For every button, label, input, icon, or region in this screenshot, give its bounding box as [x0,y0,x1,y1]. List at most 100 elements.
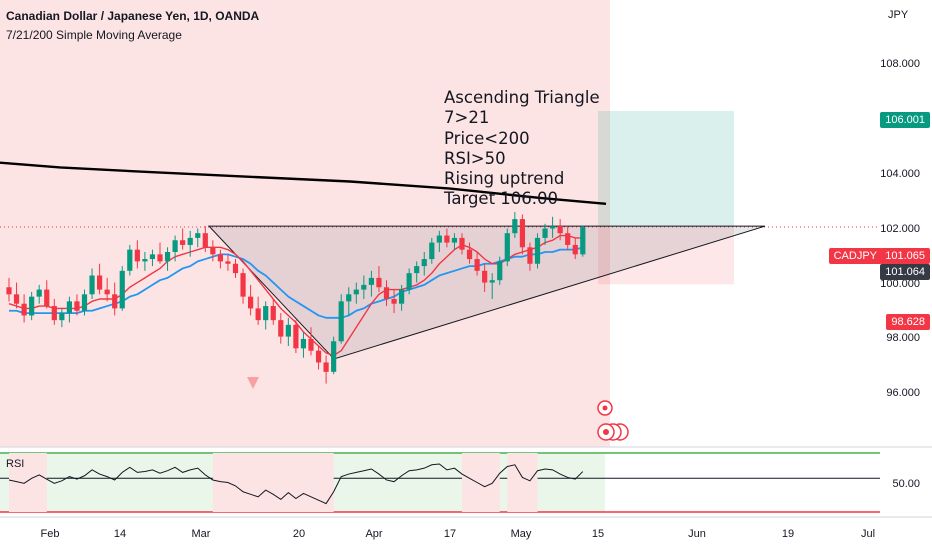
candle-body [51,306,57,321]
candle-body [225,261,231,264]
sma200-line [0,161,607,206]
last-price-label: 101.065 [880,248,930,264]
time-tick-label: Jul [860,528,876,540]
candle-body [353,289,359,295]
rsi-title[interactable]: RSI [6,458,25,470]
candle-body [391,299,397,304]
candle-body [376,277,382,288]
time-tick-label: Feb [40,528,60,540]
flag-icon-dot [602,405,608,411]
candle-body [399,289,405,304]
rsi-pane [0,452,880,513]
candle-body [232,263,239,274]
candle-body [66,301,72,314]
highlight-band [0,0,610,447]
candle-body [248,296,254,309]
price-tick-label: 100.000 [880,278,920,290]
candle-body [285,324,291,337]
candle-body [489,280,495,283]
time-tick-label: Mar [191,528,211,540]
candle-body [104,289,110,295]
annotation-line: Ascending Triangle [444,88,600,107]
rsi-bear-zone [462,453,500,512]
candle-body [149,254,156,260]
candle-body [580,227,586,255]
candle-body [421,259,427,267]
price-tick-label: 104.000 [880,168,920,180]
price-tick-label: 98.000 [886,332,920,344]
candle-body [338,301,344,342]
candle-body [180,240,186,245]
rsi-line [8,463,584,505]
candle-body [572,244,578,255]
candle-body [127,249,133,271]
event-icon-dot [603,429,609,435]
candle-body [300,338,307,349]
candle-body [346,294,352,302]
rsi-bear-zone [507,453,538,512]
down-arrow-marker [247,377,259,389]
candle-body [482,270,488,283]
annotation-line: Price<200 [444,128,530,148]
chart-title[interactable]: Canadian Dollar / Japanese Yen, 1D, OAND… [6,9,260,23]
candle-body [406,273,412,290]
candle-body [497,261,503,281]
candle-body [74,301,80,311]
candle-body [474,259,480,271]
currency-label: JPY [888,9,909,21]
stop-zone [598,226,734,285]
candle-body [6,287,12,295]
annotation-line: RSI>50 [444,148,506,168]
price-tick-label: 108.000 [880,58,920,70]
stop-price-label: 98.628 [886,314,930,330]
candles [6,212,586,384]
time-tick-label: 17 [443,528,457,540]
candle-body [519,219,525,248]
time-tick-label: May [510,528,532,540]
candle-body [13,294,20,304]
candle-body [293,324,299,349]
annotation-line: 7>21 [444,108,490,128]
candle-body [278,320,284,337]
time-tick-label: 14 [113,528,127,540]
misc-marks [247,377,629,441]
candle-body [444,235,450,243]
time-tick-label: 15 [591,528,605,540]
candle-body [504,233,510,262]
symbol-label: CADJPY [828,248,882,264]
candle-body [368,277,374,285]
candle-body [315,350,322,363]
candle-body [157,254,163,262]
candle-body [240,273,246,297]
candle-body [142,259,148,262]
sma21-line [9,246,584,319]
annotation-text[interactable]: Ascending Triangle 7>21 Price<200 RSI>50… [444,88,600,210]
candle-body [164,252,171,262]
candle-body [134,249,140,262]
candle-body [263,306,269,321]
annotation-line: Target 106.00 [444,189,559,209]
rsi-bear-zone [9,453,47,512]
price-tick-label: 102.000 [880,223,920,235]
candle-body [527,247,533,264]
background-layer [0,0,932,518]
time-tick-label: Jun [688,528,706,540]
candle-body [323,362,329,372]
candle-body [195,233,201,238]
indicator-title[interactable]: 7/21/200 Simple Moving Average [6,28,182,42]
candle-body [361,284,367,290]
candle-body [534,237,541,264]
target-price-label: 106.001 [880,112,930,128]
candle-body [451,237,458,243]
prev-price-label: 101.064 [880,264,930,280]
candle-body [466,249,473,260]
candle-body [59,313,65,321]
candle-body [210,247,216,255]
rsi-bear-zone [212,453,334,512]
candle-body [512,219,518,234]
ascending-triangle [207,225,766,360]
candle-body [81,294,88,311]
candle-body [557,226,563,234]
time-tick-label: Apr [365,528,383,540]
